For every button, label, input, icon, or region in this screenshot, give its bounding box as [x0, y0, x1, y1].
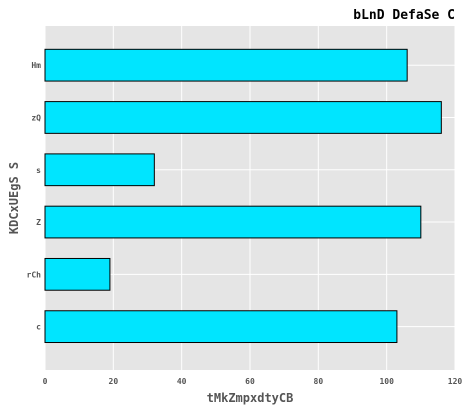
x-tick-label: 60 — [245, 377, 255, 386]
y-tick-label: Z — [36, 218, 41, 227]
y-tick-label: Hm — [31, 61, 41, 70]
bar-c — [44, 310, 398, 344]
x-tick-label: 120 — [448, 377, 463, 386]
x-tick-label: 20 — [109, 377, 119, 386]
bar-Hm — [44, 48, 408, 82]
x-tick-label: 100 — [379, 377, 394, 386]
y-tick-label: c — [36, 323, 41, 332]
bar-zQ — [44, 101, 442, 134]
bars-group — [44, 48, 442, 344]
bar-rCh — [44, 257, 111, 291]
y-tick-label: rCh — [27, 270, 42, 279]
x-axis-label: tMkZmpxdtyCB — [207, 391, 294, 405]
x-tick-labels: 0 20 40 60 80 100 120 — [43, 377, 463, 386]
x-tick-label: 80 — [314, 377, 324, 386]
y-axis-label: KDCxUEgS S — [7, 162, 21, 234]
bar-s — [44, 153, 155, 187]
x-tick-label: 0 — [43, 377, 48, 386]
y-tick-label: s — [36, 166, 41, 175]
bar-Z — [44, 205, 422, 239]
chart-title: bLnD DefaSe C — [353, 8, 455, 23]
y-tick-label: zQ — [31, 113, 41, 122]
x-tick-label: 40 — [177, 377, 187, 386]
